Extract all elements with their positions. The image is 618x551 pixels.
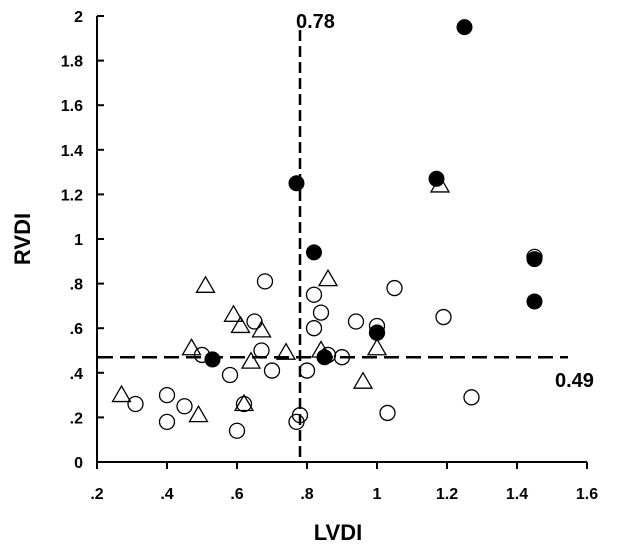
x-tick-label: 1.2 — [436, 486, 458, 503]
filled-circle-point — [316, 349, 333, 366]
filled-circle-point — [456, 19, 473, 36]
x-tick-label: .4 — [160, 486, 173, 503]
y-tick-label: 1.6 — [61, 98, 83, 115]
open-circle-point — [158, 413, 176, 431]
x-tick-label: .6 — [230, 486, 243, 503]
x-tick-label: .2 — [90, 486, 103, 503]
open-circle-point — [333, 349, 351, 366]
triangle-point — [275, 342, 297, 360]
open-circle-point — [176, 398, 193, 415]
open-circle-point — [347, 313, 365, 330]
y-tick-label: .6 — [70, 321, 83, 338]
triangle-point — [230, 315, 251, 334]
filled-circle-point — [428, 170, 445, 187]
open-circle-point — [305, 286, 323, 303]
open-circle-point — [312, 304, 330, 321]
y-tick-label: .8 — [70, 277, 83, 294]
triangle-point — [366, 337, 388, 356]
triangle-point — [240, 351, 262, 369]
y-axis-ticks: 0 .2 .4 .6 .8 1 1.2 1.4 1.6 1.8 2 — [61, 9, 104, 472]
y-tick-label: .4 — [70, 366, 83, 383]
open-circle-point — [263, 362, 281, 379]
open-circle-point — [386, 279, 403, 297]
open-circle-point — [379, 404, 396, 422]
filled-circle-point — [204, 351, 221, 368]
data-points — [111, 19, 543, 439]
triangle-point — [317, 268, 339, 287]
filled-circle-point — [526, 293, 543, 310]
x-tick-label: .8 — [300, 486, 313, 503]
open-circle-point — [256, 273, 274, 290]
open-circle-point — [253, 342, 270, 359]
open-circle-point — [291, 407, 309, 424]
triangle-point — [223, 304, 244, 322]
y-tick-label: 2 — [74, 9, 83, 26]
open-circle-point — [235, 395, 253, 413]
filled-circle-point — [369, 324, 385, 341]
open-circle-point — [158, 386, 176, 404]
y-tick-label: 0 — [74, 455, 83, 472]
x-tick-label: 1.6 — [576, 486, 598, 503]
filled-circle-point — [288, 175, 305, 192]
vertical-reference-label: 0.78 — [296, 11, 335, 33]
y-tick-label: 1.8 — [61, 54, 83, 71]
axes — [96, 16, 587, 463]
triangle-point — [188, 404, 209, 423]
open-circle-point — [221, 366, 239, 384]
open-circle-point — [305, 320, 323, 337]
x-axis-ticks: .2 .4 .6 .8 1 1.2 1.4 1.6 — [90, 462, 598, 503]
open-circle-point — [435, 308, 452, 326]
open-circle-point — [228, 422, 246, 439]
y-tick-label: 1.2 — [61, 187, 83, 204]
x-axis-title: LVDI — [314, 520, 362, 545]
y-tick-label: 1.4 — [61, 143, 83, 160]
x-tick-label: 1.4 — [506, 486, 528, 503]
open-circle-point — [298, 362, 316, 379]
triangle-point — [195, 275, 216, 293]
filled-circle-point — [526, 251, 543, 268]
triangle-point — [352, 371, 374, 389]
triangle-point — [233, 393, 255, 412]
triangle-point — [181, 337, 202, 356]
y-tick-label: .2 — [70, 410, 83, 427]
horizontal-reference-label: 0.49 — [555, 370, 594, 392]
filled-circle-point — [306, 244, 322, 261]
x-tick-label: 1 — [373, 486, 382, 503]
y-tick-label: 1 — [74, 232, 83, 249]
y-axis-title: RVDI — [10, 213, 35, 265]
open-circle-point — [127, 395, 144, 413]
open-circle-point — [463, 389, 480, 406]
triangle-point — [251, 320, 272, 338]
reference-lines — [98, 30, 568, 462]
triangle-point — [111, 384, 132, 403]
